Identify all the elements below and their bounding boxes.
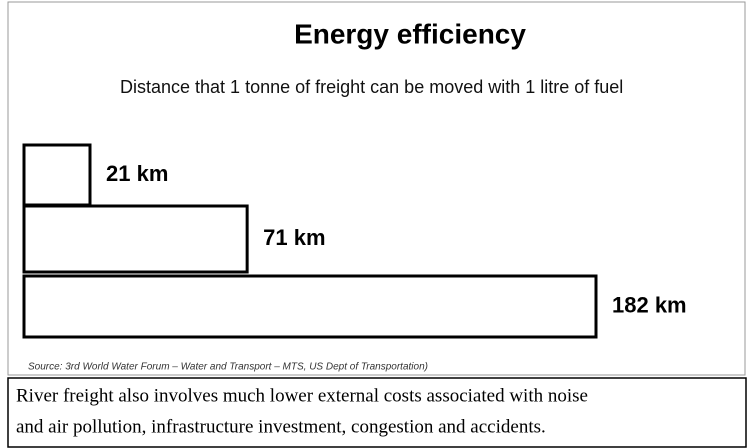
- value-label: 71 km: [263, 225, 325, 250]
- source: Source: 3rd World Water Forum – Water an…: [28, 362, 428, 373]
- value-label: 21 km: [106, 161, 168, 186]
- chart: Energy efficiency Distance that 1 tonne …: [0, 0, 747, 448]
- note-line: and air pollution, infrastructure invest…: [16, 416, 546, 437]
- bar: [24, 276, 596, 337]
- bar: [24, 145, 90, 205]
- chart-title: Energy efficiency: [294, 18, 526, 49]
- value-label: 182 km: [612, 292, 687, 317]
- chart-subtitle: Distance that 1 tonne of freight can be …: [120, 77, 623, 97]
- page: {"chart_data": {"type": "bar", "orientat…: [0, 0, 747, 448]
- bar: [24, 206, 247, 272]
- note-line: River freight also involves much lower e…: [16, 385, 588, 406]
